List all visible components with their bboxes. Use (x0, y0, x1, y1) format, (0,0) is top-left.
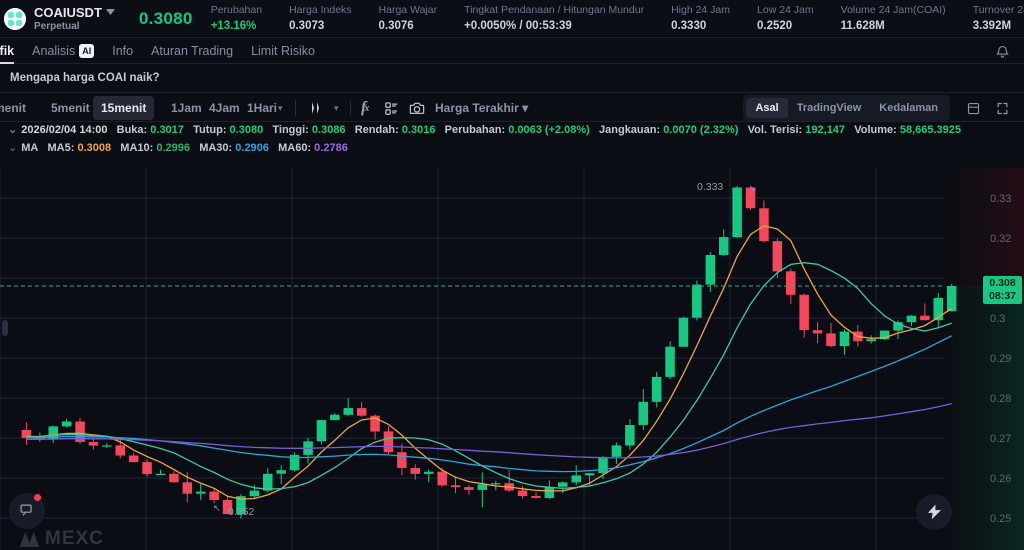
svg-text:0.29: 0.29 (990, 353, 1011, 365)
svg-text:0.33: 0.33 (990, 193, 1011, 205)
svg-text:0.3: 0.3 (990, 313, 1005, 325)
svg-text:↖: ↖ (213, 503, 221, 513)
svg-text:0.32: 0.32 (990, 233, 1011, 245)
svg-text:0.252: 0.252 (228, 506, 254, 518)
svg-text:0.25: 0.25 (990, 513, 1011, 525)
svg-text:0.28: 0.28 (990, 393, 1011, 405)
svg-text:0.333: 0.333 (697, 181, 723, 193)
svg-text:↘: ↘ (749, 183, 757, 193)
svg-text:0.27: 0.27 (990, 433, 1011, 445)
svg-text:0.26: 0.26 (990, 473, 1011, 485)
